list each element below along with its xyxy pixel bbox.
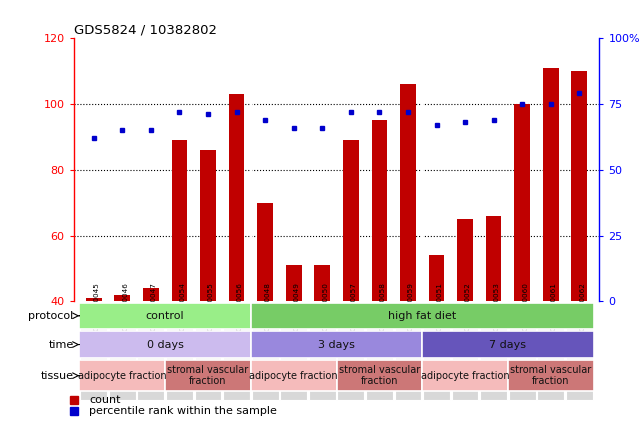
Text: percentile rank within the sample: percentile rank within the sample xyxy=(90,407,278,416)
Text: 3 days: 3 days xyxy=(318,340,355,349)
Bar xyxy=(514,104,530,302)
FancyBboxPatch shape xyxy=(422,360,508,391)
Text: stromal vascular
fraction: stromal vascular fraction xyxy=(510,365,592,387)
Bar xyxy=(314,265,330,302)
Text: protocol: protocol xyxy=(28,311,74,321)
Text: tissue: tissue xyxy=(41,371,74,381)
FancyBboxPatch shape xyxy=(251,302,594,329)
Bar xyxy=(543,68,558,302)
Text: adipocyte fraction: adipocyte fraction xyxy=(249,371,338,381)
Text: 7 days: 7 days xyxy=(490,340,526,349)
Text: 0 days: 0 days xyxy=(147,340,183,349)
Text: stromal vascular
fraction: stromal vascular fraction xyxy=(338,365,420,387)
Bar xyxy=(372,121,387,302)
Bar xyxy=(572,71,587,302)
Bar xyxy=(143,288,159,302)
Text: control: control xyxy=(146,311,185,321)
FancyBboxPatch shape xyxy=(79,302,251,329)
Bar xyxy=(229,94,244,302)
Text: count: count xyxy=(90,395,121,405)
FancyBboxPatch shape xyxy=(251,360,337,391)
Bar xyxy=(286,265,301,302)
Text: time: time xyxy=(49,340,74,349)
Text: high fat diet: high fat diet xyxy=(388,311,456,321)
Bar xyxy=(172,140,187,302)
FancyBboxPatch shape xyxy=(79,360,165,391)
Bar xyxy=(486,216,501,302)
FancyBboxPatch shape xyxy=(251,331,422,358)
Bar xyxy=(115,295,130,302)
Text: stromal vascular
fraction: stromal vascular fraction xyxy=(167,365,249,387)
FancyBboxPatch shape xyxy=(79,331,251,358)
FancyBboxPatch shape xyxy=(422,331,594,358)
Text: adipocyte fraction: adipocyte fraction xyxy=(420,371,510,381)
Bar xyxy=(200,150,216,302)
Text: GDS5824 / 10382802: GDS5824 / 10382802 xyxy=(74,24,217,37)
FancyBboxPatch shape xyxy=(508,360,594,391)
Bar xyxy=(257,203,273,302)
Bar xyxy=(429,255,444,302)
Bar xyxy=(400,84,416,302)
Bar xyxy=(86,298,101,302)
FancyBboxPatch shape xyxy=(337,360,422,391)
Bar xyxy=(457,219,473,302)
Text: adipocyte fraction: adipocyte fraction xyxy=(78,371,167,381)
FancyBboxPatch shape xyxy=(165,360,251,391)
Bar xyxy=(343,140,359,302)
